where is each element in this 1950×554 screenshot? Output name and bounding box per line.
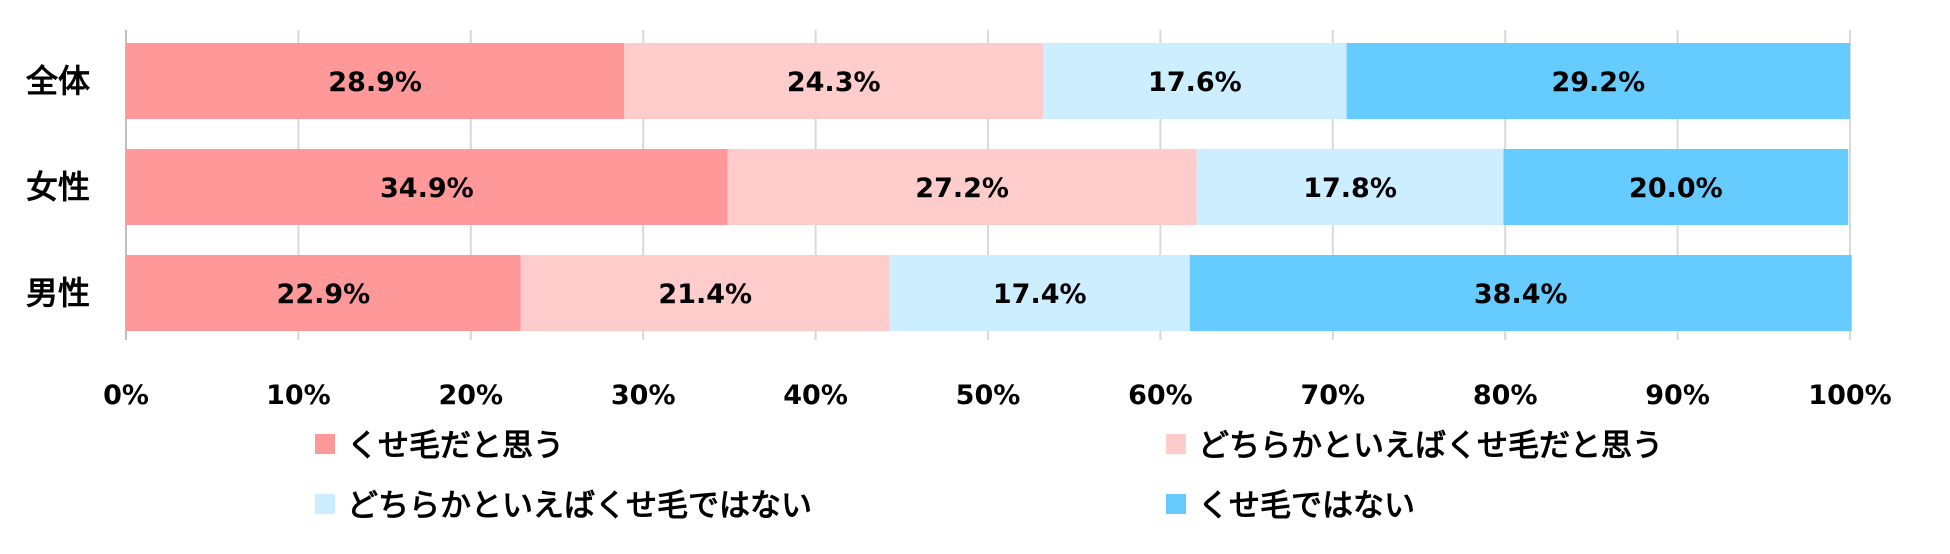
x-tick-label: 0% <box>103 380 149 411</box>
legend-label: どちらかといえばくせ毛ではない <box>347 488 812 524</box>
legend-label: どちらかといえばくせ毛だと思う <box>1198 428 1663 464</box>
data-label: 27.2% <box>915 173 1009 204</box>
x-tick-label: 90% <box>1645 380 1710 411</box>
legend-swatch <box>315 494 335 514</box>
legend-swatch <box>1166 494 1186 514</box>
data-label: 21.4% <box>658 279 752 310</box>
category-label: 全体 <box>25 62 90 100</box>
bar-segment <box>1189 255 1852 331</box>
data-label: 24.3% <box>787 67 881 98</box>
x-tick-label: 100% <box>1808 380 1891 411</box>
bar-segment <box>520 255 890 331</box>
x-tick-label: 10% <box>266 380 331 411</box>
data-label: 28.9% <box>328 67 422 98</box>
data-label: 29.2% <box>1551 67 1645 98</box>
x-tick-label: 70% <box>1300 380 1365 411</box>
bar-segment <box>126 43 625 119</box>
bars: 28.9% 24.3% 17.6% 29.2% 34.9% 27.2% 17.8% 20.0%… <box>126 43 1852 331</box>
bar-segment <box>727 149 1197 225</box>
data-label: 17.8% <box>1303 173 1397 204</box>
x-tick-label: 60% <box>1128 380 1193 411</box>
data-label: 17.4% <box>993 279 1087 310</box>
x-tick-label: 40% <box>783 380 848 411</box>
data-label: 38.4% <box>1474 279 1568 310</box>
legend-label: くせ毛ではない <box>1198 488 1415 524</box>
x-tick-label: 20% <box>438 380 503 411</box>
data-label: 34.9% <box>380 173 474 204</box>
bar-segment <box>1346 43 1850 119</box>
bar-segment <box>1503 149 1849 225</box>
legend-swatch <box>315 434 335 454</box>
x-tick-label: 50% <box>956 380 1021 411</box>
bar-segment <box>889 255 1190 331</box>
bar-segment <box>126 255 521 331</box>
legend-label: くせ毛だと思う <box>347 428 564 464</box>
legend-swatch <box>1166 434 1186 454</box>
bar-segment <box>624 43 1044 119</box>
bar-segment <box>126 149 728 225</box>
bar-segment <box>1043 43 1347 119</box>
data-label: 17.6% <box>1148 67 1242 98</box>
x-tick-label: 80% <box>1473 380 1538 411</box>
category-label: 女性 <box>26 168 90 206</box>
x-tick-label: 30% <box>611 380 676 411</box>
data-label: 20.0% <box>1629 173 1723 204</box>
bar-segment <box>1196 149 1504 225</box>
category-label: 男性 <box>26 274 90 312</box>
x-tick-labels: 0% 10% 20% 30% 40% 50% 60% 70% 80% 90% 100% <box>103 380 1892 411</box>
data-label: 22.9% <box>277 279 371 310</box>
